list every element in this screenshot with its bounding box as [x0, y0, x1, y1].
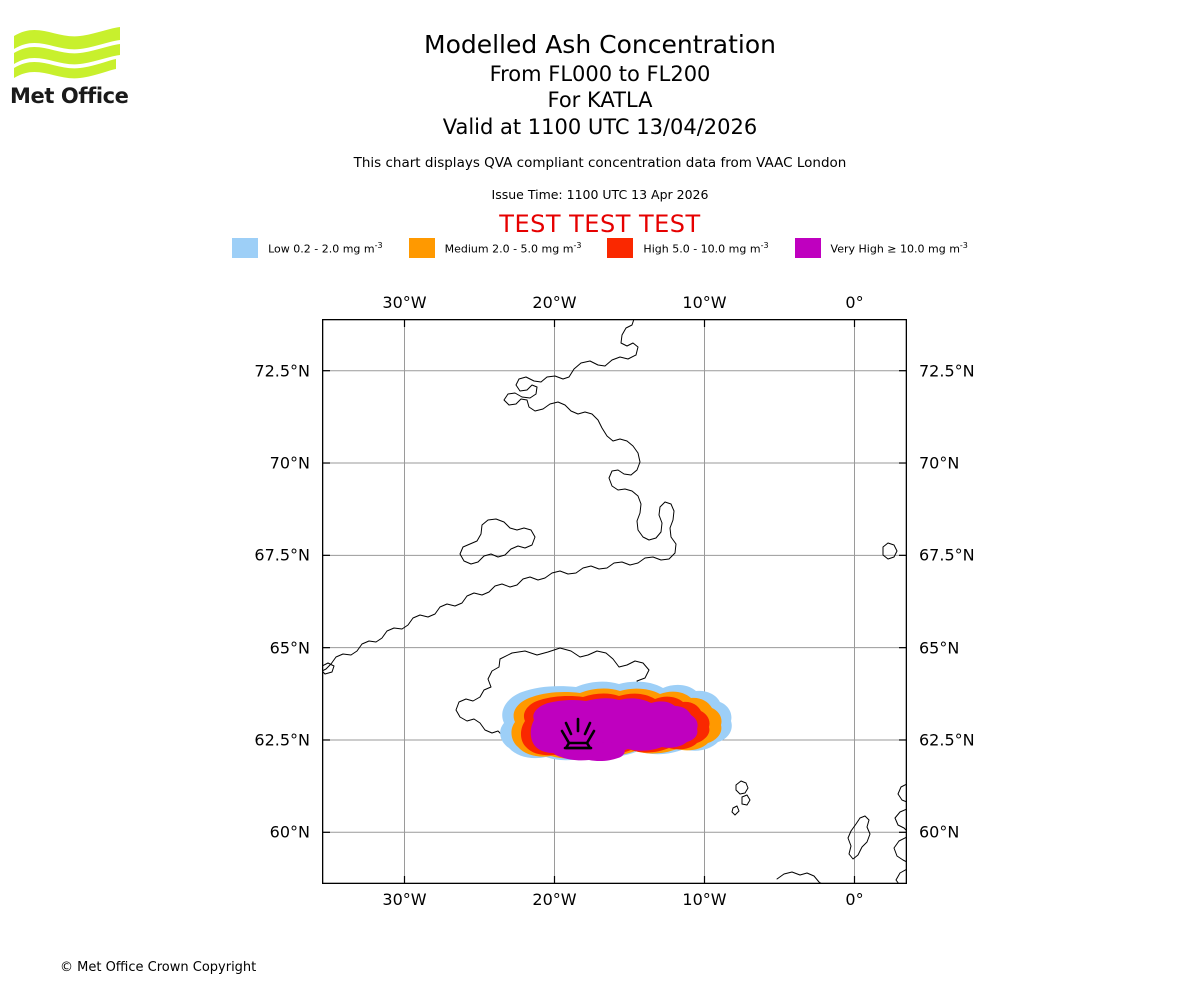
plume-band-very-high: [530, 698, 698, 755]
legend-swatch-medium: [408, 238, 435, 258]
legend-label-medium: Medium 2.0 - 5.0 mg m-3: [444, 240, 582, 256]
norway-coast-4: [895, 868, 907, 884]
title-volcano: For KATLA: [547, 88, 653, 113]
plume-lobe-south: [552, 740, 625, 762]
faroe-islands-1: [735, 780, 749, 795]
axis-ticks: [322, 319, 907, 884]
issue-time: Issue Time: 1100 UTC 13 Apr 2026: [491, 187, 709, 203]
legend-swatch-very-high: [794, 238, 821, 258]
lat-tick-label-left-1: 70°N: [269, 453, 310, 473]
lat-tick-label-right-2: 67.5°N: [919, 545, 975, 565]
test-banner: TEST TEST TEST: [499, 210, 701, 239]
orkney-north-scotland: [776, 871, 823, 884]
title-flight-levels: From FL000 to FL200: [489, 61, 711, 86]
lat-tick-label-right-1: 70°N: [919, 453, 960, 473]
lat-tick-label-right-5: 60°N: [919, 822, 960, 842]
page-title: Modelled Ash Concentration: [424, 30, 776, 59]
norway-coast-1: [897, 783, 907, 803]
lon-tick-label-bottom-1: 20°W: [532, 890, 577, 909]
lon-tick-label-top-1: 20°W: [532, 293, 577, 312]
lon-tick-label-top-3: 0°: [845, 293, 864, 312]
title-valid-time: Valid at 1100 UTC 13/04/2026: [442, 115, 758, 140]
jan-mayen-island: [882, 542, 898, 560]
map-canvas[interactable]: [322, 319, 907, 884]
lat-tick-label-left-4: 62.5°N: [254, 730, 310, 750]
norway-coast-3: [893, 836, 907, 863]
legend-label-low: Low 0.2 - 2.0 mg m-3: [268, 240, 383, 256]
concentration-legend: Low 0.2 - 2.0 mg m-3 Medium 2.0 - 5.0 mg…: [0, 238, 1200, 258]
greenland-inner-fjord: [459, 518, 536, 565]
lat-tick-label-right-0: 72.5°N: [919, 361, 975, 381]
faroe-islands-2: [741, 794, 751, 806]
legend-item-medium: Medium 2.0 - 5.0 mg m-3: [408, 238, 582, 258]
lat-tick-label-left-5: 60°N: [269, 822, 310, 842]
logo-wordmark: Met Office: [10, 84, 129, 108]
lon-tick-label-bottom-0: 30°W: [382, 890, 427, 909]
lon-tick-label-top-2: 10°W: [682, 293, 727, 312]
faroe-islands-3: [731, 805, 740, 816]
legend-item-very-high: Very High ≥ 10.0 mg m-3: [794, 238, 968, 258]
norway-coast-2: [894, 808, 907, 832]
greenland-coastline: [322, 319, 677, 672]
title-block: Modelled Ash Concentration From FL000 to…: [0, 0, 1200, 238]
legend-item-low: Low 0.2 - 2.0 mg m-3: [232, 238, 383, 258]
copyright-text: © Met Office Crown Copyright: [60, 960, 257, 975]
lon-tick-label-bottom-2: 10°W: [682, 890, 727, 909]
ash-concentration-map[interactable]: [322, 319, 907, 884]
lat-tick-label-left-3: 65°N: [269, 638, 310, 658]
map-background: [322, 319, 907, 884]
coastlines: [322, 319, 907, 884]
legend-label-very-high: Very High ≥ 10.0 mg m-3: [830, 240, 968, 256]
lon-tick-label-top-0: 30°W: [382, 293, 427, 312]
legend-item-high: High 5.0 - 10.0 mg m-3: [607, 238, 769, 258]
qva-note: This chart displays QVA compliant concen…: [353, 155, 847, 172]
lat-tick-label-left-0: 72.5°N: [254, 361, 310, 381]
map-frame: [322, 319, 907, 884]
lat-tick-label-right-3: 65°N: [919, 638, 960, 658]
lon-tick-label-bottom-3: 0°: [845, 890, 864, 909]
ash-plume: [500, 681, 732, 762]
legend-swatch-low: [232, 238, 259, 258]
lat-tick-label-right-4: 62.5°N: [919, 730, 975, 750]
lat-tick-label-left-2: 67.5°N: [254, 545, 310, 565]
legend-label-high: High 5.0 - 10.0 mg m-3: [643, 240, 769, 256]
volcano-marker-katla: [560, 717, 596, 750]
logo-waves-icon: [14, 27, 120, 79]
shetland-islands: [847, 815, 871, 860]
map-gridlines: [322, 319, 907, 884]
met-office-logo: Met Office: [10, 22, 130, 114]
greenland-islet: [322, 662, 335, 675]
legend-swatch-high: [607, 238, 634, 258]
